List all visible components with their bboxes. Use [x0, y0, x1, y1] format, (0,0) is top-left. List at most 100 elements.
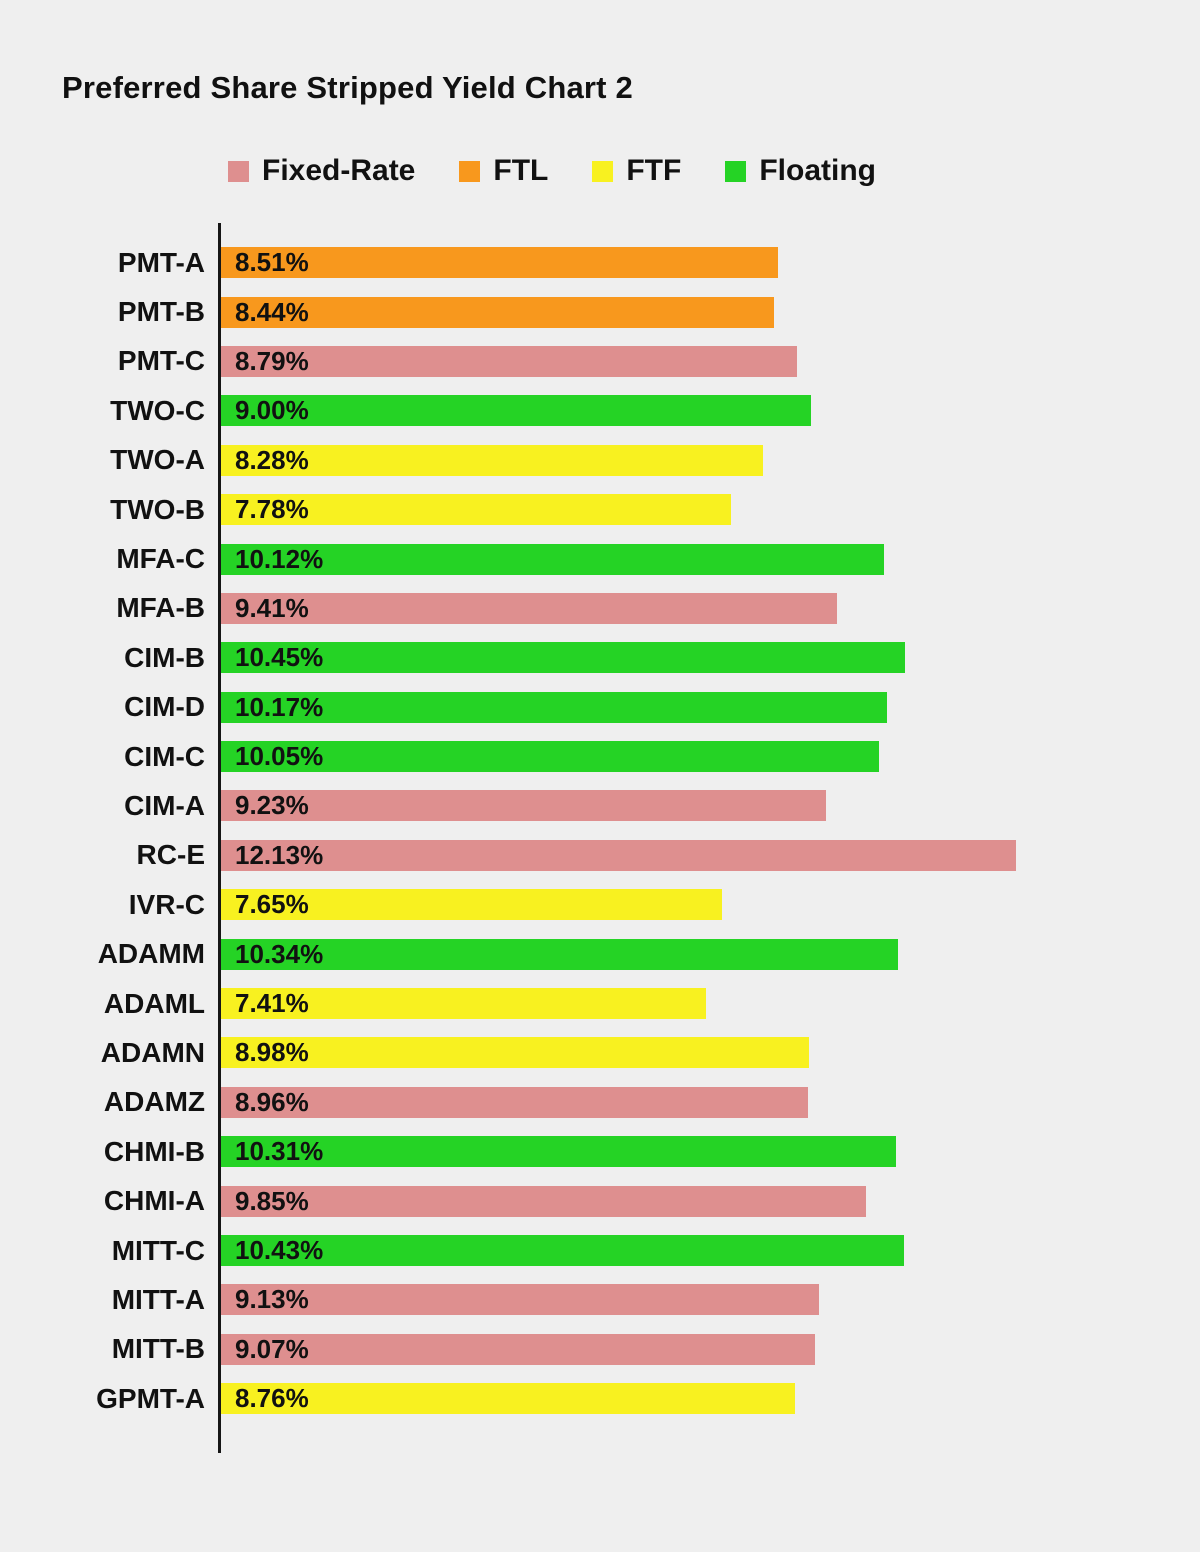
- value-label: 10.43%: [235, 1235, 324, 1265]
- bar-track: 10.31%: [221, 1136, 1200, 1168]
- value-label: 8.44%: [235, 296, 309, 327]
- category-label: MITT-C: [111, 1234, 205, 1266]
- bar-row: CHMI-B 10.31%: [0, 1127, 1200, 1176]
- bar-two-b: 7.78%: [221, 494, 731, 526]
- legend-swatch-icon: [459, 160, 481, 182]
- value-label: 9.85%: [235, 1185, 309, 1216]
- bar-row: TWO-C 9.00%: [0, 386, 1200, 435]
- bar-chmi-a: 9.85%: [221, 1185, 867, 1217]
- bar-cim-b: 10.45%: [221, 642, 906, 674]
- bar-two-c: 9.00%: [221, 395, 811, 427]
- value-label: 9.23%: [235, 790, 309, 821]
- bar-row: MITT-A 9.13%: [0, 1275, 1200, 1324]
- value-label: 7.41%: [235, 988, 309, 1019]
- legend-item-floating: Floating: [725, 154, 876, 188]
- bar-track: 8.44%: [221, 296, 1200, 328]
- bar-mitt-a: 9.13%: [221, 1284, 819, 1316]
- bar-track: 9.85%: [221, 1185, 1200, 1217]
- bar-ivr-c: 7.65%: [221, 889, 723, 921]
- bar-row: PMT-C 8.79%: [0, 337, 1200, 386]
- bar-track: 10.43%: [221, 1235, 1200, 1266]
- bar-adaml: 7.41%: [221, 988, 707, 1020]
- legend-label: Floating: [759, 154, 876, 187]
- value-label: 10.05%: [235, 741, 324, 772]
- bar-track: 8.96%: [221, 1086, 1200, 1118]
- bar-row: MITT-B 9.07%: [0, 1325, 1200, 1374]
- bar-mitt-b: 9.07%: [221, 1333, 816, 1365]
- category-label: RC-E: [136, 839, 205, 871]
- bar-track: 8.76%: [221, 1383, 1200, 1415]
- category-label: CIM-B: [124, 641, 205, 673]
- bar-row: CIM-B 10.45%: [0, 633, 1200, 682]
- legend-item-fixed-rate: Fixed-Rate: [228, 154, 415, 188]
- bar-row: TWO-A 8.28%: [0, 436, 1200, 485]
- legend-item-ftf: FTF: [592, 154, 681, 188]
- bar-row: CIM-A 9.23%: [0, 781, 1200, 830]
- bar-mitt-c: 10.43%: [221, 1235, 905, 1266]
- legend-swatch-icon: [592, 160, 614, 182]
- bar-row: PMT-B 8.44%: [0, 287, 1200, 336]
- bar-cim-c: 10.05%: [221, 741, 880, 773]
- bar-pmt-b: 8.44%: [221, 296, 774, 328]
- category-label: PMT-B: [117, 296, 205, 328]
- value-label: 8.79%: [235, 345, 309, 376]
- bar-track: 9.00%: [221, 395, 1200, 427]
- bar-adamn: 8.98%: [221, 1037, 810, 1069]
- bar-row: ADAMZ 8.96%: [0, 1078, 1200, 1127]
- value-label: 10.17%: [235, 691, 324, 722]
- y-axis-line: [218, 223, 221, 1454]
- category-label: IVR-C: [128, 888, 205, 920]
- value-label: 10.34%: [235, 938, 324, 969]
- category-label: GPMT-A: [96, 1382, 205, 1414]
- category-label: ADAMZ: [103, 1086, 205, 1118]
- bar-chmi-b: 10.31%: [221, 1136, 897, 1168]
- bar-gpmt-a: 8.76%: [221, 1383, 795, 1415]
- value-label: 7.65%: [235, 889, 309, 920]
- bar-track: 10.05%: [221, 741, 1200, 773]
- value-label: 8.96%: [235, 1086, 309, 1117]
- chart-title: Preferred Share Stripped Yield Chart 2: [62, 70, 633, 105]
- category-label: CHMI-A: [103, 1185, 205, 1217]
- bar-rows: PMT-A 8.51% PMT-B 8.44% PMT-C 8.79% TWO-C 9.00%…: [0, 238, 1200, 1423]
- bar-two-a: 8.28%: [221, 444, 764, 476]
- bar-row: MFA-C 10.12%: [0, 534, 1200, 583]
- legend-label: FTL: [493, 154, 549, 187]
- bar-row: MITT-C 10.43%: [0, 1226, 1200, 1275]
- value-label: 9.00%: [235, 395, 309, 426]
- bar-track: 9.13%: [221, 1284, 1200, 1316]
- bar-track: 10.17%: [221, 691, 1200, 723]
- bar-track: 7.65%: [221, 889, 1200, 921]
- bar-track: 10.45%: [221, 642, 1200, 674]
- value-label: 10.45%: [235, 642, 324, 673]
- bar-track: 9.41%: [221, 592, 1200, 624]
- category-label: TWO-C: [110, 394, 205, 426]
- bar-track: 10.12%: [221, 543, 1200, 575]
- category-label: TWO-B: [110, 493, 205, 525]
- category-label: CIM-C: [124, 740, 205, 772]
- legend: Fixed-Rate FTL FTF Floating: [228, 154, 1200, 188]
- category-label: MITT-B: [111, 1333, 205, 1365]
- plot-area: PMT-A 8.51% PMT-B 8.44% PMT-C 8.79% TWO-C 9.00%…: [0, 223, 1200, 1454]
- bar-row: ADAML 7.41%: [0, 979, 1200, 1028]
- bar-row: ADAMN 8.98%: [0, 1028, 1200, 1077]
- value-label: 8.98%: [235, 1037, 309, 1068]
- value-label: 10.31%: [235, 1136, 324, 1167]
- category-label: CIM-D: [124, 691, 205, 723]
- legend-label: Fixed-Rate: [262, 154, 416, 187]
- bar-row: GPMT-A 8.76%: [0, 1374, 1200, 1423]
- category-label: PMT-A: [117, 246, 205, 278]
- bar-track: 12.13%: [221, 839, 1200, 871]
- value-label: 7.78%: [235, 494, 309, 525]
- bar-cim-a: 9.23%: [221, 790, 826, 822]
- bar-track: 8.51%: [221, 247, 1200, 279]
- value-label: 9.07%: [235, 1333, 309, 1364]
- legend-item-ftl: FTL: [459, 154, 548, 188]
- bar-row: MFA-B 9.41%: [0, 584, 1200, 633]
- bar-row: CIM-D 10.17%: [0, 683, 1200, 732]
- value-label: 10.12%: [235, 543, 324, 574]
- bar-rc-e: 12.13%: [221, 839, 1016, 871]
- bar-track: 7.78%: [221, 494, 1200, 526]
- value-label: 12.13%: [235, 839, 324, 870]
- bar-track: 8.98%: [221, 1037, 1200, 1069]
